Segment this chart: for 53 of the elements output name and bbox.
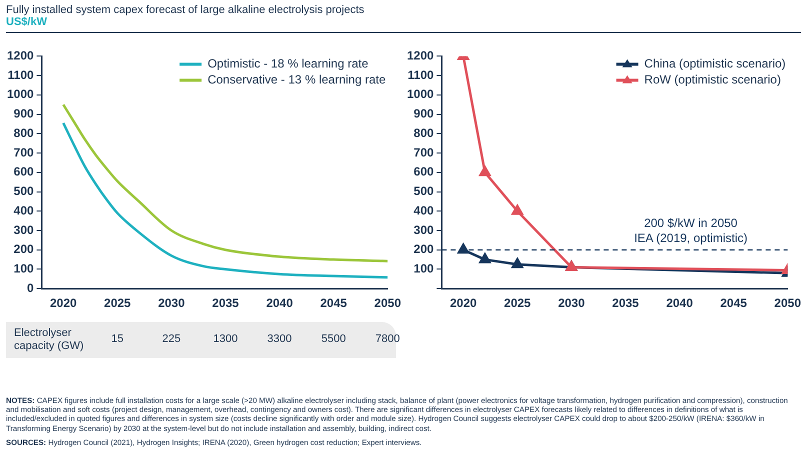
x-tick-label: 2025	[504, 296, 532, 310]
chart-subtitle: US$/kW	[6, 16, 48, 28]
y-tick-label: 600	[414, 164, 434, 179]
x-tick-label: 2025	[104, 296, 132, 310]
x-tick-label: 2050	[374, 296, 402, 310]
y-tick-label: 100	[14, 262, 34, 276]
y-tick-label: 900	[414, 106, 434, 121]
text: 7800	[375, 333, 400, 345]
legend-label: RoW (optimistic scenario)	[644, 72, 781, 87]
y-tick-label: 500	[414, 184, 434, 198]
text: 225	[162, 333, 181, 345]
y-tick-label: 700	[14, 145, 34, 160]
x-tick-label: 2030	[558, 296, 586, 310]
y-tick-label: 300	[14, 222, 34, 237]
y-tick-label: 1200	[406, 48, 434, 63]
x-tick-label: 2030	[158, 296, 186, 310]
x-tick-label: 2045	[320, 296, 348, 310]
y-tick-label: 100	[414, 262, 434, 276]
y-tick-label: 300	[414, 222, 434, 237]
y-tick-label: 400	[414, 203, 434, 218]
y-tick-label: 700	[414, 145, 434, 160]
legend-label: China (optimistic scenario)	[644, 56, 786, 71]
text: 1300	[213, 333, 238, 345]
y-tick-label: 800	[14, 126, 34, 140]
y-tick-label: 900	[14, 106, 34, 121]
y-tick-label: 0	[27, 280, 34, 295]
text: Electrolyser capacity (GW)	[14, 327, 85, 353]
x-tick-label: 2035	[212, 296, 240, 310]
text: 3300	[267, 333, 292, 345]
y-tick-label: 600	[14, 164, 34, 179]
y-tick-label: 500	[14, 184, 34, 198]
ref-line-label: 200 $/kW in 2050 IEA (2019, optimistic)	[634, 216, 748, 245]
y-tick-label: 400	[14, 203, 34, 218]
y-tick-label: 1200	[6, 48, 34, 63]
x-tick-label: 2020	[450, 296, 477, 310]
chart-title: Fully installed system capex forecast of large alkaline electrolysis projects	[6, 4, 366, 16]
y-tick-label: 1100	[8, 68, 34, 82]
y-tick-label: 200	[14, 242, 34, 256]
text: 5500	[321, 333, 346, 345]
y-tick-label: 200	[414, 242, 434, 256]
x-tick-label: 2045	[720, 296, 748, 310]
x-tick-label: 2035	[612, 296, 640, 310]
y-tick-label: 800	[414, 126, 434, 140]
y-tick-label: 1000	[406, 87, 434, 102]
x-tick-label: 2040	[266, 296, 294, 310]
x-tick-label: 2040	[666, 296, 694, 310]
y-tick-label: 1100	[408, 68, 434, 82]
x-tick-label: 2020	[50, 296, 77, 310]
text: 15	[111, 333, 124, 345]
x-tick-label: 2050	[774, 296, 802, 310]
legend-label: Optimistic - 18 % learning rate	[208, 56, 369, 71]
legend-label: Conservative - 13 % learning rate	[208, 72, 386, 87]
y-tick-label: 1000	[6, 87, 34, 102]
